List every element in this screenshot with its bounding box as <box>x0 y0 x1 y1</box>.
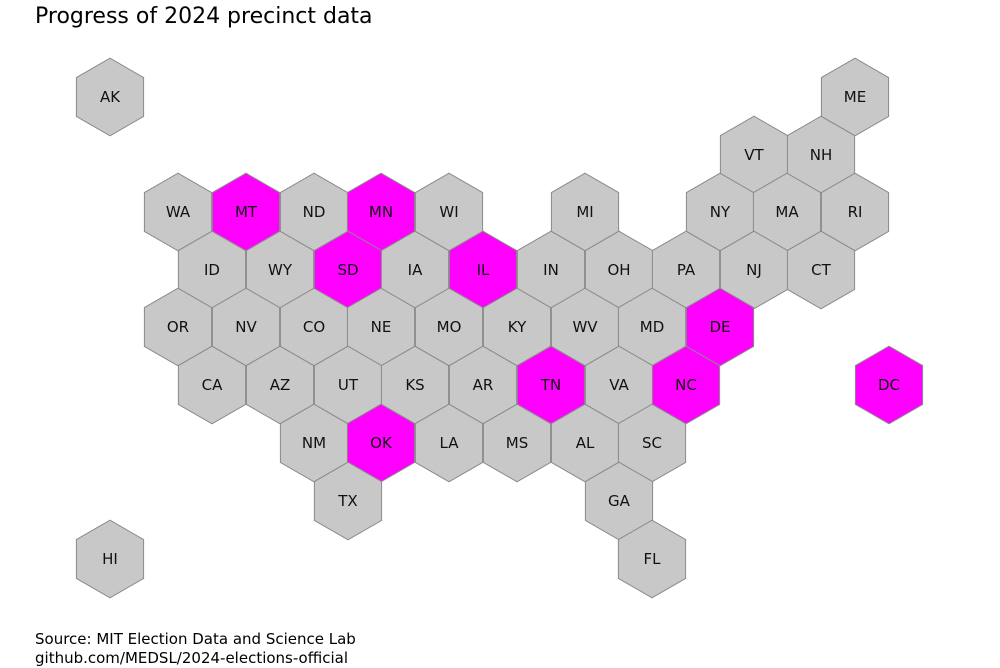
state-label: CA <box>202 376 223 394</box>
state-tile-ia: IA <box>380 230 450 310</box>
state-tile-mn: MN <box>346 172 416 252</box>
state-label: NC <box>675 376 697 394</box>
state-tile-md: MD <box>617 287 687 367</box>
state-tile-ms: MS <box>482 403 552 483</box>
state-tile-hi: HI <box>75 519 145 599</box>
state-label: DC <box>878 376 900 394</box>
state-label: MI <box>576 203 593 221</box>
state-label: NH <box>810 146 833 164</box>
state-hex <box>482 403 552 483</box>
source-url: github.com/MEDSL/2024-elections-official <box>35 649 349 667</box>
state-hex <box>854 345 924 425</box>
state-tile-ks: KS <box>380 345 450 425</box>
state-hex <box>617 519 687 599</box>
state-tile-pa: PA <box>651 230 721 310</box>
state-label: VT <box>744 146 764 164</box>
state-tile-oh: OH <box>584 230 654 310</box>
state-label: ND <box>303 203 326 221</box>
state-label: ID <box>204 261 220 279</box>
state-label: TN <box>540 376 561 394</box>
state-tile-ct: CT <box>786 230 856 310</box>
state-label: MN <box>369 203 393 221</box>
state-label: LA <box>440 434 460 452</box>
state-label: VA <box>609 376 629 394</box>
state-tile-ak: AK <box>75 57 145 137</box>
state-label: SD <box>337 261 358 279</box>
state-label: FL <box>644 550 662 568</box>
state-label: AL <box>576 434 595 452</box>
state-hex <box>75 57 145 137</box>
state-label: GA <box>608 492 631 510</box>
state-tile-in: IN <box>516 230 586 310</box>
state-label: HI <box>102 550 118 568</box>
state-label: IL <box>477 261 490 279</box>
state-tile-me: ME <box>820 57 890 137</box>
state-tile-mo: MO <box>414 287 484 367</box>
state-label: WA <box>166 203 191 221</box>
state-tile-wa: WA <box>143 172 213 252</box>
state-label: MD <box>640 318 665 336</box>
state-label: RI <box>848 203 863 221</box>
state-tile-az: AZ <box>245 345 315 425</box>
state-tile-ky: KY <box>482 287 552 367</box>
state-tile-mi: MI <box>550 172 620 252</box>
state-tile-nm: NM <box>279 403 349 483</box>
state-label: KS <box>405 376 424 394</box>
state-label: MT <box>235 203 258 221</box>
state-tile-mt: MT <box>211 172 281 252</box>
state-label: MA <box>775 203 799 221</box>
state-tile-nc: NC <box>651 345 721 425</box>
map-title: Progress of 2024 precinct data <box>35 4 373 29</box>
state-label: NY <box>710 203 731 221</box>
state-label: CT <box>811 261 831 279</box>
state-label: NE <box>371 318 392 336</box>
state-label: IA <box>408 261 423 279</box>
state-label: NM <box>302 434 326 452</box>
state-hex <box>414 403 484 483</box>
state-tile-ut: UT <box>313 345 383 425</box>
state-tile-tn: TN <box>516 345 586 425</box>
state-label: NJ <box>746 261 762 279</box>
state-label: UT <box>338 376 359 394</box>
state-tile-ca: CA <box>177 345 247 425</box>
state-tile-ok: OK <box>346 403 416 483</box>
state-tile-tx: TX <box>313 461 383 541</box>
state-tile-nj: NJ <box>719 230 789 310</box>
state-tile-vt: VT <box>719 115 789 195</box>
state-label: AR <box>473 376 494 394</box>
state-label: WV <box>572 318 598 336</box>
state-label: WY <box>268 261 293 279</box>
state-label: SC <box>642 434 662 452</box>
state-tile-fl: FL <box>617 519 687 599</box>
state-tile-ar: AR <box>448 345 518 425</box>
state-tile-wi: WI <box>414 172 484 252</box>
state-hex <box>786 230 856 310</box>
state-label: WI <box>439 203 458 221</box>
state-hex <box>313 461 383 541</box>
state-label: OH <box>607 261 630 279</box>
state-tile-ma: MA <box>752 172 822 252</box>
state-label: NV <box>235 318 257 336</box>
state-label: OK <box>370 434 393 452</box>
state-label: IN <box>543 261 559 279</box>
state-label: KY <box>508 318 527 336</box>
state-label: OR <box>167 318 189 336</box>
state-label: MS <box>506 434 528 452</box>
state-tile-dc: DC <box>854 345 924 425</box>
state-label: MO <box>437 318 462 336</box>
state-label: DE <box>709 318 730 336</box>
state-label: ME <box>844 88 866 106</box>
state-hex <box>75 519 145 599</box>
state-tile-nv: NV <box>211 287 281 367</box>
state-label: TX <box>337 492 357 510</box>
state-label: CO <box>303 318 325 336</box>
source-credit: Source: MIT Election Data and Science La… <box>35 630 356 648</box>
state-label: PA <box>677 261 696 279</box>
state-label: AZ <box>270 376 291 394</box>
state-tile-la: LA <box>414 403 484 483</box>
state-tile-sc: SC <box>617 403 687 483</box>
state-label: AK <box>100 88 121 106</box>
state-hex <box>177 345 247 425</box>
